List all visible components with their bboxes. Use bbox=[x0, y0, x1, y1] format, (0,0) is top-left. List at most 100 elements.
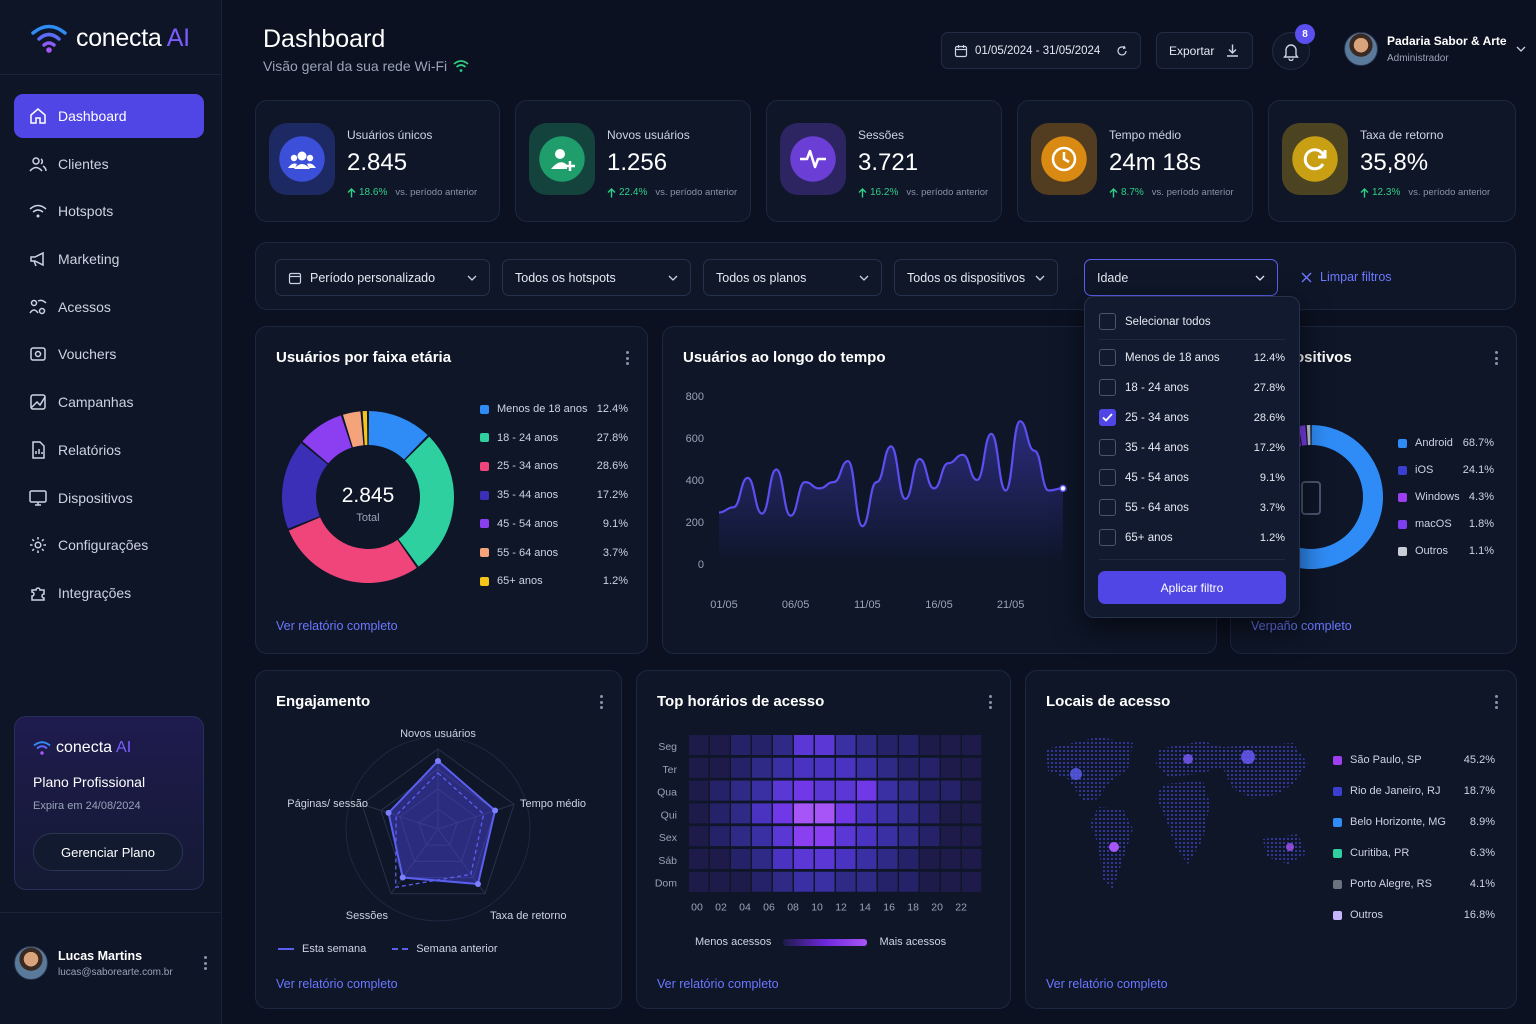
donut-slice[interactable] bbox=[1306, 425, 1311, 446]
heatmap-cell[interactable] bbox=[815, 826, 835, 847]
heatmap-cell[interactable] bbox=[689, 803, 709, 824]
heatmap-cell[interactable] bbox=[878, 803, 898, 824]
heatmap-cell[interactable] bbox=[773, 848, 793, 869]
donut-slice[interactable] bbox=[282, 443, 328, 529]
sidebar-item-marketing[interactable]: Marketing bbox=[14, 237, 204, 281]
heatmap-cell[interactable] bbox=[941, 871, 961, 892]
sidebar-item-acessos[interactable]: Acessos bbox=[14, 285, 204, 329]
apply-filter-button[interactable]: Aplicar filtro bbox=[1098, 571, 1286, 604]
radar-point[interactable] bbox=[435, 758, 441, 764]
heatmap-cell[interactable] bbox=[899, 780, 919, 801]
heatmap-cell[interactable] bbox=[689, 871, 709, 892]
radar-point[interactable] bbox=[399, 874, 406, 881]
donut-slice[interactable] bbox=[302, 415, 352, 464]
clear-filters-button[interactable]: Limpar filtros bbox=[1301, 270, 1392, 284]
heatmap-cell[interactable] bbox=[962, 871, 982, 892]
heatmap-cell[interactable] bbox=[962, 826, 982, 847]
heatmap-cell[interactable] bbox=[878, 848, 898, 869]
kpi-card[interactable]: Sessões 3.721 16.2% vs. período anterior bbox=[766, 100, 1002, 222]
heatmap-cell[interactable] bbox=[773, 735, 793, 755]
heatmap-cell[interactable] bbox=[794, 757, 814, 778]
heatmap-cell[interactable] bbox=[794, 803, 814, 824]
devices-filter[interactable]: Todos os dispositivos bbox=[894, 259, 1058, 296]
heatmap-cell[interactable] bbox=[773, 826, 793, 847]
heatmap-cell[interactable] bbox=[710, 780, 730, 801]
card-menu-icon[interactable] bbox=[1495, 351, 1498, 365]
heatmap-cell[interactable] bbox=[731, 871, 751, 892]
heatmap-cell[interactable] bbox=[710, 757, 730, 778]
heatmap-cell[interactable] bbox=[836, 826, 856, 847]
age-option[interactable]: 18 - 24 anos 27.8% bbox=[1099, 379, 1285, 396]
heatmap-cell[interactable] bbox=[731, 735, 751, 755]
sidebar-item-dashboard[interactable]: Dashboard bbox=[14, 94, 204, 138]
heatmap-cell[interactable] bbox=[815, 735, 835, 755]
heatmap-cell[interactable] bbox=[773, 871, 793, 892]
devices-report-link[interactable]: Verpaño completo bbox=[1251, 619, 1352, 633]
heatmap-cell[interactable] bbox=[710, 871, 730, 892]
user-menu-icon[interactable] bbox=[204, 956, 207, 970]
heatmap-cell[interactable] bbox=[794, 780, 814, 801]
checkbox[interactable] bbox=[1099, 379, 1116, 396]
heatmap-cell[interactable] bbox=[899, 848, 919, 869]
heatmap-cell[interactable] bbox=[794, 735, 814, 755]
date-range-picker[interactable]: 01/05/2024 - 31/05/2024 bbox=[941, 32, 1141, 69]
checkbox[interactable] bbox=[1099, 439, 1116, 456]
card-menu-icon[interactable] bbox=[600, 695, 603, 709]
heatmap-cell[interactable] bbox=[878, 757, 898, 778]
sidebar-item-configuracoes[interactable]: Configurações bbox=[14, 523, 204, 567]
heatmap-cell[interactable] bbox=[752, 826, 772, 847]
heatmap-cell[interactable] bbox=[962, 757, 982, 778]
kpi-card[interactable]: Usuários únicos 2.845 18.6% vs. período ant… bbox=[255, 100, 500, 222]
age-option[interactable]: 25 - 34 anos 28.6% bbox=[1099, 409, 1285, 426]
age-report-link[interactable]: Ver relatório completo bbox=[276, 619, 398, 633]
account-menu[interactable]: Padaria Sabor & Arte Administrador bbox=[1344, 32, 1526, 66]
donut-slice[interactable] bbox=[368, 411, 428, 460]
heatmap-cell[interactable] bbox=[920, 757, 940, 778]
heatmap-cell[interactable] bbox=[941, 803, 961, 824]
heatmap-cell[interactable] bbox=[941, 757, 961, 778]
donut-slice[interactable] bbox=[398, 436, 454, 567]
age-filter[interactable]: Idade bbox=[1084, 259, 1278, 296]
checkbox[interactable] bbox=[1099, 409, 1116, 426]
data-point[interactable] bbox=[1059, 484, 1067, 493]
sidebar-item-dispositivos[interactable]: Dispositivos bbox=[14, 476, 204, 520]
heatmap-cell[interactable] bbox=[899, 735, 919, 755]
heatmap-cell[interactable] bbox=[689, 848, 709, 869]
sidebar-item-vouchers[interactable]: Vouchers bbox=[14, 332, 204, 376]
heatmap-cell[interactable] bbox=[920, 803, 940, 824]
manage-plan-button[interactable]: Gerenciar Plano bbox=[33, 833, 183, 871]
heatmap-cell[interactable] bbox=[815, 871, 835, 892]
heatmap-cell[interactable] bbox=[899, 871, 919, 892]
heatmap-cell[interactable] bbox=[731, 826, 751, 847]
heatmap-cell[interactable] bbox=[794, 826, 814, 847]
heatmap-cell[interactable] bbox=[836, 780, 856, 801]
heatmap-cell[interactable] bbox=[920, 848, 940, 869]
kpi-card[interactable]: Taxa de retorno 35,8% 12.3% vs. período ant… bbox=[1268, 100, 1516, 222]
heatmap-cell[interactable] bbox=[752, 780, 772, 801]
heatmap-cell[interactable] bbox=[731, 780, 751, 801]
heatmap-cell[interactable] bbox=[752, 803, 772, 824]
heatmap-cell[interactable] bbox=[962, 735, 982, 755]
select-all-option[interactable]: Selecionar todos bbox=[1099, 313, 1285, 330]
checkbox[interactable] bbox=[1099, 529, 1116, 546]
radar-point[interactable] bbox=[474, 881, 481, 888]
heatmap-cell[interactable] bbox=[878, 826, 898, 847]
heatmap-cell[interactable] bbox=[710, 803, 730, 824]
radar-point[interactable] bbox=[492, 807, 499, 814]
heatmap-cell[interactable] bbox=[815, 848, 835, 869]
plans-filter[interactable]: Todos os planos bbox=[703, 259, 882, 296]
app-logo[interactable]: conecta AI bbox=[30, 22, 190, 54]
radar-series[interactable] bbox=[395, 772, 485, 889]
export-button[interactable]: Exportar bbox=[1156, 32, 1253, 69]
heatmap-cell[interactable] bbox=[920, 826, 940, 847]
series-line[interactable] bbox=[718, 420, 1064, 528]
heatmap-cell[interactable] bbox=[857, 780, 877, 801]
period-filter[interactable]: Período personalizado bbox=[275, 259, 490, 296]
heatmap-cell[interactable] bbox=[836, 803, 856, 824]
heatmap-cell[interactable] bbox=[941, 780, 961, 801]
heatmap-cell[interactable] bbox=[941, 735, 961, 755]
heatmap-report-link[interactable]: Ver relatório completo bbox=[657, 977, 779, 991]
heatmap-cell[interactable] bbox=[857, 871, 877, 892]
heatmap-cell[interactable] bbox=[962, 803, 982, 824]
heatmap-cell[interactable] bbox=[836, 848, 856, 869]
